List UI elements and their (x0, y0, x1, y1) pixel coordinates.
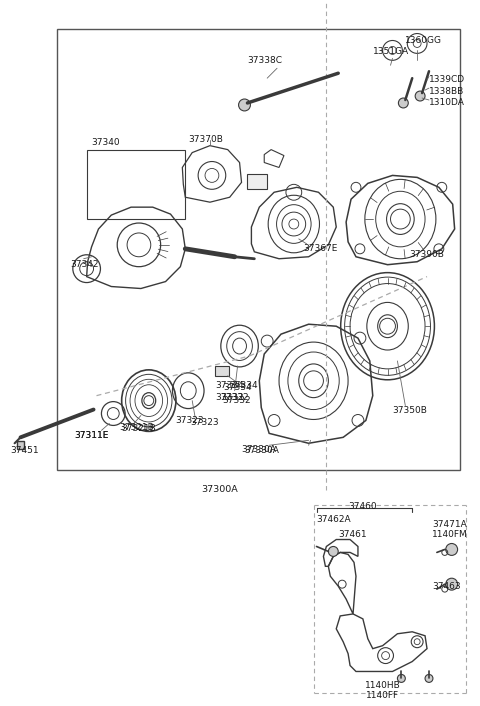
Text: 37311E: 37311E (74, 431, 108, 440)
Circle shape (239, 99, 251, 111)
Text: 37462A: 37462A (316, 515, 351, 524)
Text: 37332: 37332 (215, 393, 243, 402)
Text: 37338C: 37338C (248, 56, 282, 65)
Circle shape (446, 578, 457, 590)
Text: 37334: 37334 (230, 381, 258, 390)
Text: 1338BB: 1338BB (429, 87, 464, 95)
Bar (215, 366, 228, 376)
Text: 1360GG: 1360GG (405, 36, 442, 45)
Text: 37460: 37460 (348, 502, 377, 511)
Text: 37342: 37342 (70, 261, 98, 269)
Text: 37461: 37461 (338, 530, 367, 539)
Circle shape (397, 674, 405, 683)
Text: 37330A: 37330A (241, 445, 276, 454)
Text: 37370B: 37370B (188, 135, 223, 144)
Text: 1140HB: 1140HB (365, 681, 400, 690)
Text: 37471A: 37471A (432, 520, 467, 529)
Text: 37300A: 37300A (202, 486, 238, 494)
Text: 1140FM: 1140FM (432, 530, 468, 539)
Circle shape (328, 546, 338, 556)
Bar (86, 150, 185, 219)
Text: 37350B: 37350B (393, 406, 427, 415)
Text: 37321B: 37321B (119, 423, 154, 432)
Polygon shape (17, 441, 24, 449)
Text: 37332: 37332 (222, 396, 251, 405)
Text: 37323: 37323 (175, 416, 204, 425)
Text: 37367E: 37367E (304, 244, 338, 253)
Text: 1351GA: 1351GA (373, 47, 409, 56)
Text: 37330A: 37330A (244, 445, 279, 455)
Text: 37463: 37463 (432, 582, 461, 591)
Text: 37321B: 37321B (121, 424, 156, 433)
Circle shape (446, 544, 457, 556)
Text: 1339CD: 1339CD (429, 75, 465, 84)
Text: 37451: 37451 (11, 445, 39, 455)
Bar (57, 28, 459, 470)
Text: 37332: 37332 (220, 393, 249, 402)
Text: 37334: 37334 (224, 383, 252, 393)
Text: 37323: 37323 (190, 418, 219, 427)
Text: 1140FF: 1140FF (366, 690, 399, 700)
Circle shape (398, 98, 408, 108)
Text: 37340: 37340 (92, 138, 120, 147)
Text: 37334: 37334 (215, 381, 243, 390)
Bar (248, 174, 267, 189)
Circle shape (415, 91, 425, 101)
Circle shape (425, 674, 433, 683)
Text: 37390B: 37390B (409, 251, 444, 259)
Text: 1310DA: 1310DA (429, 98, 465, 107)
Text: 37311E: 37311E (74, 431, 108, 440)
